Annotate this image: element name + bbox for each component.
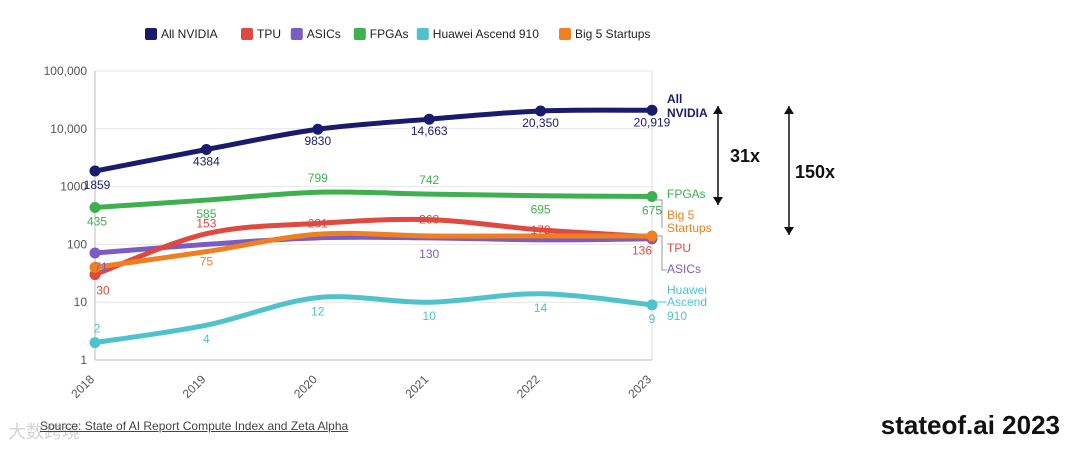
y-tick-label: 10,000 xyxy=(50,122,87,136)
legend-swatch-all-nvidia xyxy=(145,28,157,40)
x-tick-label: 2019 xyxy=(180,372,209,401)
point-fpgas xyxy=(89,201,101,213)
source-link[interactable]: Source: State of AI Report Compute Index… xyxy=(40,419,349,433)
legend-swatch-asics xyxy=(290,28,303,40)
data-label-asics: 71 xyxy=(94,260,108,274)
y-tick-label: 10 xyxy=(74,295,88,309)
point-huawei-ascend-910 xyxy=(89,337,101,349)
end-label-fpgas: FPGAs xyxy=(667,187,706,201)
data-label-tpu: 268 xyxy=(419,213,439,227)
legend-label-all-nvidia: All NVIDIA xyxy=(161,27,218,41)
legend-label-fpgas: FPGAs xyxy=(370,27,409,41)
end-label-line: Big 5 xyxy=(667,208,695,222)
end-label-asics: ASICs xyxy=(667,262,701,276)
data-label-all-nvidia: 9830 xyxy=(304,134,331,148)
x-tick-label: 2021 xyxy=(403,372,432,401)
end-label-line: TPU xyxy=(667,241,691,255)
data-label-fpgas: 799 xyxy=(308,171,328,185)
data-label-all-nvidia: 20,350 xyxy=(522,116,559,130)
data-label-all-nvidia: 1859 xyxy=(84,178,111,192)
end-label-all-nvidia: All NVIDIA xyxy=(667,92,708,120)
y-tick-label: 1000 xyxy=(60,180,87,194)
end-label-line: Ascend xyxy=(667,295,707,309)
point-all-nvidia xyxy=(89,165,101,177)
end-label-line: NVIDIA xyxy=(667,106,708,120)
legend-label-huawei-ascend-910: Huawei Ascend 910 xyxy=(433,27,539,41)
data-label-fpgas: 675 xyxy=(642,203,662,217)
point-fpgas xyxy=(646,190,658,202)
data-label-fpgas: 585 xyxy=(196,207,216,221)
series-line-all-nvidia xyxy=(92,107,655,174)
series-line-tpu xyxy=(92,216,655,278)
series-line-asics xyxy=(92,234,655,256)
data-label-asics: 130 xyxy=(419,247,439,261)
data-label-fpgas: 742 xyxy=(419,173,439,187)
data-label-big-5-startups: 75 xyxy=(200,255,214,269)
point-asics xyxy=(89,247,101,259)
connector-asics xyxy=(655,235,667,271)
data-label-huawei-ascend-910: 10 xyxy=(423,309,437,323)
end-label-huawei-ascend-910: Huawei Ascend 910 xyxy=(667,283,707,323)
legend-swatch-fpgas xyxy=(353,28,366,40)
x-tick-label: 2022 xyxy=(514,372,543,401)
data-label-fpgas: 435 xyxy=(87,214,107,228)
point-big-5-startups xyxy=(89,261,101,273)
end-label-line: 910 xyxy=(667,309,687,323)
legend-label-asics: ASICs xyxy=(307,27,341,41)
end-label-line: Huawei xyxy=(667,283,707,297)
legend-label-big-5-startups: Big 5 Startups xyxy=(575,27,650,41)
data-label-huawei-ascend-910: 14 xyxy=(534,301,548,315)
legend-swatch-big-5-startups xyxy=(559,28,571,40)
point-huawei-ascend-910 xyxy=(646,299,658,311)
data-label-tpu: 153 xyxy=(196,217,216,231)
series-line-fpgas xyxy=(92,189,655,210)
legend-label-tpu: TPU xyxy=(257,27,281,41)
data-label-all-nvidia: 14,663 xyxy=(411,124,448,138)
x-tick-label: 2020 xyxy=(291,372,320,401)
brand-label: stateof.ai 2023 xyxy=(880,410,1060,440)
point-all-nvidia xyxy=(535,105,547,117)
arrow-31x-head-up xyxy=(713,106,723,114)
data-label-fpgas: 695 xyxy=(531,203,551,217)
point-all-nvidia xyxy=(646,104,658,116)
data-label-all-nvidia: 4384 xyxy=(193,154,220,168)
data-label-huawei-ascend-910: 4 xyxy=(203,332,210,346)
point-all-nvidia xyxy=(423,113,435,125)
x-tick-label: 2023 xyxy=(625,372,654,401)
end-label-line: FPGAs xyxy=(667,187,706,201)
annotation-31x: 31x xyxy=(730,146,760,166)
point-all-nvidia xyxy=(200,143,212,155)
end-label-tpu: TPU xyxy=(667,241,691,255)
data-label-tpu: 30 xyxy=(96,284,110,298)
end-label-line: Startups xyxy=(667,221,712,235)
data-label-huawei-ascend-910: 9 xyxy=(649,312,656,326)
end-label-big-5-startups: Big 5 Startups xyxy=(667,208,712,235)
arrow-150x-head-down xyxy=(784,227,794,235)
data-label-all-nvidia: 20,919 xyxy=(634,115,671,129)
data-label-huawei-ascend-910: 2 xyxy=(94,322,101,336)
y-tick-label: 100,000 xyxy=(44,64,88,78)
data-label-huawei-ascend-910: 12 xyxy=(311,305,325,319)
arrow-150x-head-up xyxy=(784,106,794,114)
watermark: 大数跨境 xyxy=(8,422,80,442)
end-label-line: ASICs xyxy=(667,262,701,276)
point-big-5-startups xyxy=(646,230,658,242)
data-label-tpu: 136 xyxy=(632,244,652,258)
legend-swatch-tpu xyxy=(241,28,253,40)
point-all-nvidia xyxy=(312,123,324,135)
y-tick-label: 100 xyxy=(67,237,87,251)
series-line-big-5-startups xyxy=(92,230,655,270)
legend-swatch-huawei-ascend-910 xyxy=(416,28,429,40)
arrow-31x-head-down xyxy=(713,197,723,205)
annotation-150x: 150x xyxy=(795,162,835,182)
data-label-tpu: 231 xyxy=(308,216,328,230)
series-line-huawei-ascend-910 xyxy=(92,291,655,346)
y-tick-label: 1 xyxy=(80,353,87,367)
connector-startups xyxy=(655,199,663,228)
end-label-line: All xyxy=(667,92,682,106)
x-tick-label: 2018 xyxy=(68,372,97,401)
data-label-tpu: 178 xyxy=(531,223,551,237)
